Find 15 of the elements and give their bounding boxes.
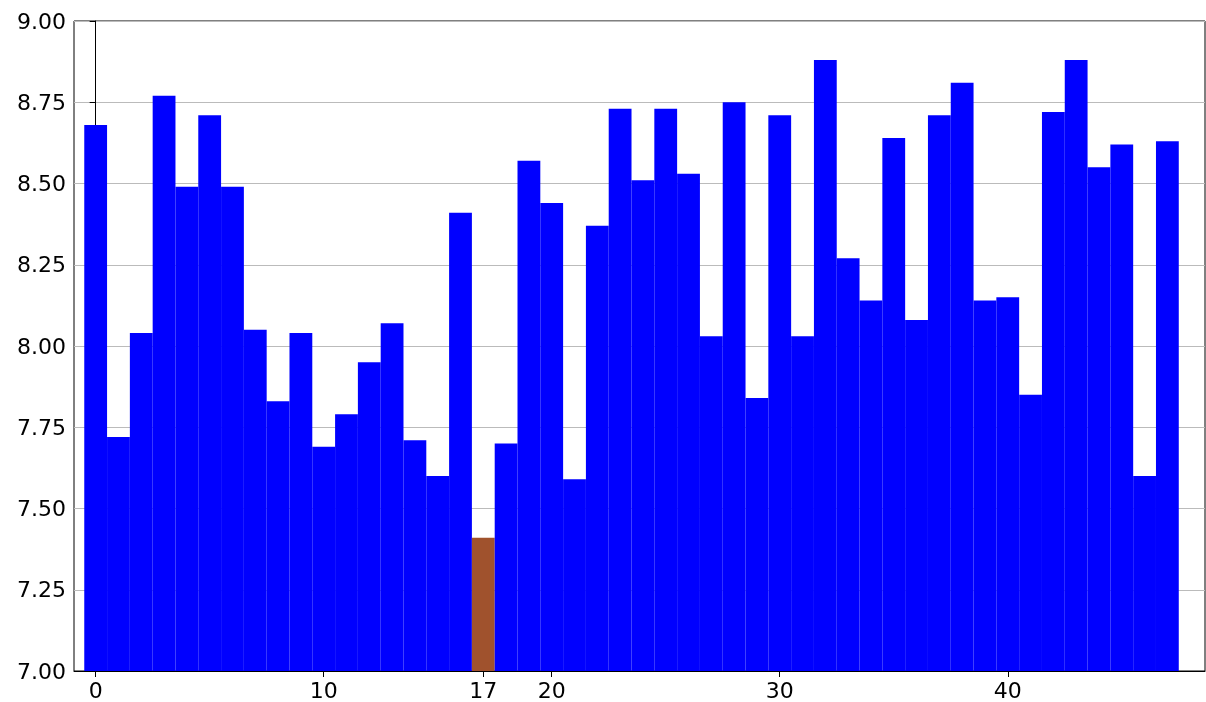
x-tick-label: 20 <box>537 677 566 702</box>
x-tick-label: 0 <box>88 677 103 702</box>
x-tick-label: 17 <box>469 677 498 702</box>
y-tick-label: 8.50 <box>17 171 66 196</box>
y-tick-label: 7.75 <box>17 414 66 440</box>
y-tick-label: 7.50 <box>17 496 66 521</box>
y-tick-label: 7.00 <box>17 658 66 684</box>
y-tick-label: 7.25 <box>17 577 66 603</box>
x-tick-label: 40 <box>993 677 1022 702</box>
y-tick-label: 8.75 <box>17 89 66 115</box>
x-tick-label: 30 <box>765 677 794 702</box>
x-tick-label: 10 <box>309 677 338 702</box>
y-tick-label: 9.00 <box>17 8 66 34</box>
y-tick-label: 8.00 <box>17 333 66 359</box>
y-tick-label: 8.25 <box>17 252 66 278</box>
